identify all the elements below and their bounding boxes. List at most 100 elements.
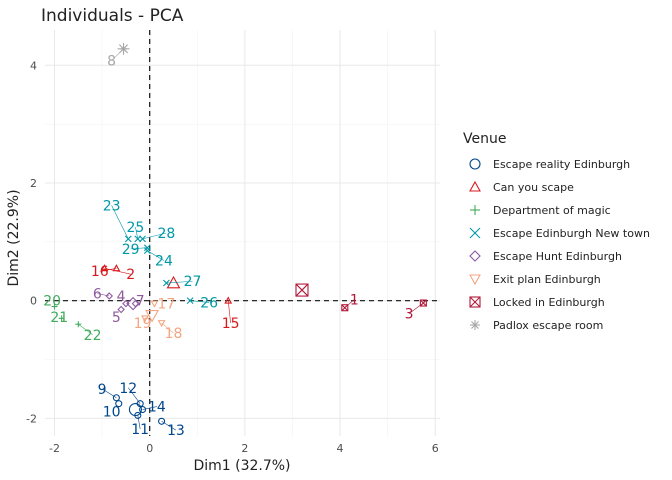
y-tick-label: 2 xyxy=(30,177,37,190)
point-label: 8 xyxy=(107,54,116,70)
label-leader-line xyxy=(130,247,148,250)
x-tick-label: 4 xyxy=(337,442,344,455)
label-leader-line xyxy=(142,232,167,240)
legend-marker xyxy=(469,274,481,286)
data-point xyxy=(122,299,130,308)
data-points xyxy=(51,42,427,425)
legend-marker xyxy=(469,296,481,308)
data-point xyxy=(117,305,125,314)
data-point xyxy=(115,400,123,408)
legend-marker xyxy=(469,227,481,239)
label-leader-line xyxy=(161,322,174,334)
legend-entry-label: Department of magic xyxy=(493,204,611,217)
legend-entry-label: Padlox escape room xyxy=(493,319,603,332)
legend-marker xyxy=(470,205,480,215)
reference-lines xyxy=(45,30,440,436)
data-point xyxy=(141,315,149,323)
legend-entry-label: Locked in Edinburgh xyxy=(493,296,605,309)
point-label: 18 xyxy=(165,326,183,342)
point-label: 29 xyxy=(122,242,140,258)
point-label: 6 xyxy=(93,287,102,303)
label-leader-line xyxy=(227,300,231,324)
x-tick-label: 2 xyxy=(241,442,248,455)
data-point xyxy=(158,417,166,425)
legend-marker xyxy=(469,158,481,170)
centroid-marker xyxy=(128,402,142,417)
label-leader-line xyxy=(99,268,117,272)
label-leader-line xyxy=(147,250,165,261)
legend-marker xyxy=(469,250,481,262)
label-leader-line xyxy=(97,293,110,297)
point-label: 20 xyxy=(43,294,61,310)
point-label: 2 xyxy=(126,267,135,283)
label-leader-line xyxy=(344,299,355,308)
point-label: 15 xyxy=(222,316,240,332)
label-leader-line xyxy=(408,302,424,314)
label-leader-line xyxy=(128,387,141,404)
y-tick-label: 4 xyxy=(30,59,37,72)
point-label: 28 xyxy=(157,226,175,242)
label-leader-line xyxy=(111,205,129,240)
x-tick-label: 0 xyxy=(146,442,153,455)
label-leader-line xyxy=(142,406,157,410)
point-label: 4 xyxy=(117,289,126,305)
data-point xyxy=(105,292,114,300)
label-leader-line xyxy=(137,415,141,429)
label-leader-line xyxy=(78,323,93,336)
point-label: 14 xyxy=(148,400,166,416)
data-point xyxy=(112,394,120,402)
x-axis-label: Dim1 (32.7%) xyxy=(193,458,290,474)
point-label: 17 xyxy=(157,297,175,313)
point-label: 12 xyxy=(119,381,137,397)
data-point xyxy=(136,400,144,408)
point-label: 21 xyxy=(50,310,68,326)
point-label: 19 xyxy=(134,316,152,332)
label-leader-line xyxy=(111,48,124,61)
point-label: 16 xyxy=(91,264,109,280)
point-label: 27 xyxy=(184,274,202,290)
x-tick-label: 6 xyxy=(432,442,439,455)
point-label: 7 xyxy=(136,294,145,310)
point-label: 1 xyxy=(350,292,359,308)
data-point xyxy=(150,300,159,308)
data-point xyxy=(58,315,65,322)
point-label: 9 xyxy=(98,382,107,398)
point-label: 23 xyxy=(103,198,121,214)
chart-title: Individuals - PCA xyxy=(41,6,184,26)
point-label: 10 xyxy=(103,404,121,420)
legend-entry-label: Exit plan Edinburgh xyxy=(493,273,601,286)
data-point xyxy=(112,264,121,272)
legend-entry-label: Escape reality Edinburgh xyxy=(493,158,630,171)
label-leader-line xyxy=(101,388,117,399)
data-point xyxy=(157,320,166,328)
label-leader-line xyxy=(104,268,131,275)
legend-title: Venue xyxy=(463,131,506,147)
centroid-marker xyxy=(295,283,309,297)
grid-lines xyxy=(45,30,440,436)
data-point xyxy=(139,405,147,414)
label-leader-line xyxy=(135,227,139,239)
point-label: 3 xyxy=(405,307,414,323)
legend: Venue Escape reality Edinburgh Can you sc… xyxy=(463,131,650,332)
point-label: 26 xyxy=(200,295,218,311)
x-tick-label: -2 xyxy=(49,442,60,455)
label-leader-line xyxy=(190,300,210,303)
data-point xyxy=(134,411,142,419)
legend-entry-label: Escape Edinburgh New town xyxy=(493,227,650,240)
point-label: 22 xyxy=(84,328,102,344)
point-label: 25 xyxy=(127,220,145,236)
legend-marker xyxy=(469,180,481,192)
point-label: 24 xyxy=(155,254,173,270)
y-axis-label: Dim2 (22.9%) xyxy=(6,189,22,286)
legend-entry-label: Can you scape xyxy=(493,181,574,194)
y-tick-label: 0 xyxy=(30,295,37,308)
label-leader-line xyxy=(166,280,193,284)
legend-marker xyxy=(470,320,480,330)
legend-entry-label: Escape Hunt Edinburgh xyxy=(493,250,622,263)
centroid-marker xyxy=(145,310,160,323)
point-label: 5 xyxy=(112,310,121,326)
point-label: 11 xyxy=(131,422,149,438)
